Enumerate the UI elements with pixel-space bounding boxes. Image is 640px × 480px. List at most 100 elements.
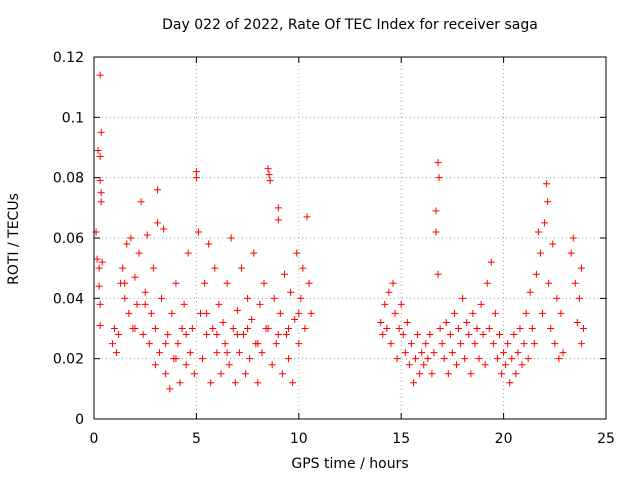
data-point <box>225 361 233 369</box>
data-point <box>287 288 295 296</box>
data-point <box>477 300 485 308</box>
data-point <box>190 370 198 378</box>
data-point <box>98 258 106 266</box>
data-point <box>479 331 487 339</box>
data-point <box>444 370 452 378</box>
data-point <box>547 325 555 332</box>
data-point <box>409 379 417 387</box>
data-point <box>280 270 288 278</box>
data-point <box>278 370 286 378</box>
data-point <box>379 331 387 339</box>
data-point <box>452 361 460 369</box>
data-point <box>432 207 440 215</box>
data-point <box>213 331 221 339</box>
data-point <box>465 331 473 339</box>
data-point <box>393 355 401 363</box>
data-point <box>430 349 438 357</box>
data-point <box>135 249 143 257</box>
data-point <box>182 331 190 339</box>
data-point <box>577 264 585 272</box>
data-point <box>434 270 442 278</box>
data-point <box>530 340 538 348</box>
data-point <box>211 264 219 272</box>
data-point <box>244 294 252 302</box>
data-point <box>209 325 217 332</box>
data-point <box>485 325 493 332</box>
data-point <box>182 361 190 369</box>
data-point <box>403 318 411 326</box>
axis-ticks: 0 5 10 15 20 25 0 0.02 0.04 0.06 0.08 0.1 0.12 <box>53 50 615 447</box>
data-point <box>219 318 227 326</box>
data-point <box>184 249 192 257</box>
data-point <box>213 349 221 357</box>
data-point <box>532 270 540 278</box>
data-point <box>192 168 200 176</box>
data-point <box>95 282 103 290</box>
data-point <box>500 349 508 357</box>
data-point <box>395 325 403 332</box>
data-point <box>137 198 145 206</box>
data-point <box>555 355 563 363</box>
data-point <box>545 279 553 287</box>
data-point <box>448 349 456 357</box>
data-point <box>207 379 215 387</box>
data-point <box>153 219 161 227</box>
data-point <box>237 264 245 272</box>
data-point <box>577 340 585 348</box>
data-point <box>264 165 272 173</box>
data-point <box>231 379 239 387</box>
data-point <box>510 331 518 339</box>
data-point <box>305 279 313 287</box>
data-point <box>399 331 407 339</box>
data-point <box>293 249 301 257</box>
x-axis-label: GPS time / hours <box>291 456 409 472</box>
data-point <box>125 309 133 317</box>
data-point <box>573 318 581 326</box>
data-point <box>414 331 422 339</box>
data-point <box>151 361 159 369</box>
data-point <box>539 309 547 317</box>
y-tick-label: 0 <box>75 412 84 428</box>
x-tick-label: 0 <box>90 431 99 447</box>
y-tick-label: 0.1 <box>62 110 84 126</box>
data-point <box>270 294 278 302</box>
data-point <box>508 355 516 363</box>
data-point <box>420 361 428 369</box>
data-point <box>387 340 395 348</box>
data-point <box>172 355 180 363</box>
data-point <box>483 279 491 287</box>
data-point <box>188 325 196 332</box>
data-point <box>489 340 497 348</box>
data-point <box>303 213 311 221</box>
data-point <box>446 331 454 339</box>
data-point <box>97 198 105 206</box>
data-point <box>434 159 442 167</box>
data-point <box>450 309 458 317</box>
data-point <box>166 385 174 393</box>
data-point <box>407 340 415 348</box>
y-tick-label: 0.04 <box>53 291 84 307</box>
data-point <box>534 228 542 236</box>
data-point <box>215 300 223 308</box>
data-point <box>557 309 565 317</box>
data-point <box>196 309 204 317</box>
data-point <box>149 264 157 272</box>
data-point <box>147 309 155 317</box>
data-point <box>248 315 256 323</box>
data-point <box>426 331 434 339</box>
data-point <box>536 249 544 257</box>
data-point <box>291 315 299 323</box>
data-point <box>141 300 149 308</box>
grid-lines <box>94 57 606 419</box>
data-point <box>235 349 243 357</box>
data-point <box>518 361 526 369</box>
x-tick-label: 25 <box>597 431 615 447</box>
y-tick-label: 0.12 <box>53 50 84 66</box>
data-point <box>205 240 213 248</box>
data-point <box>512 370 520 378</box>
data-point <box>389 279 397 287</box>
data-point <box>498 370 506 378</box>
data-point <box>108 340 116 348</box>
data-point <box>201 279 209 287</box>
data-point <box>436 325 444 332</box>
